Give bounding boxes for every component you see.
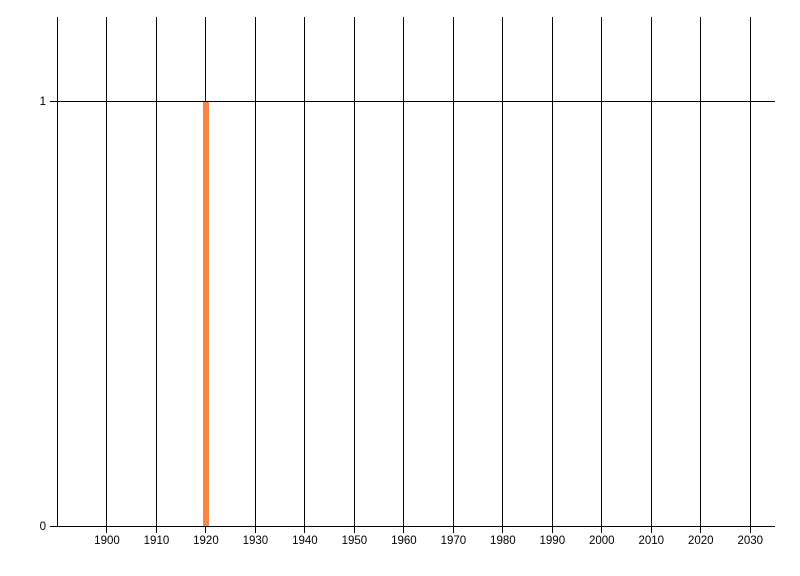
x-gridline bbox=[452, 17, 454, 527]
x-gridline bbox=[601, 17, 603, 527]
x-tick-label: 1990 bbox=[539, 534, 566, 547]
x-tick-label: 1970 bbox=[440, 534, 467, 547]
x-gridline bbox=[502, 17, 504, 527]
y-tick-label: 0 bbox=[39, 520, 46, 533]
x-tick-mark bbox=[155, 526, 157, 533]
x-tick-mark bbox=[502, 526, 504, 533]
x-gridline bbox=[700, 17, 702, 527]
x-tick-mark bbox=[700, 526, 702, 533]
x-gridline bbox=[254, 17, 256, 527]
x-tick-mark bbox=[601, 526, 603, 533]
x-tick-mark bbox=[353, 526, 355, 533]
x-tick-label: 2030 bbox=[737, 534, 764, 547]
x-tick-mark bbox=[254, 526, 256, 533]
data-bar bbox=[202, 101, 209, 527]
x-tick-label: 1960 bbox=[391, 534, 417, 547]
x-tick-mark bbox=[403, 526, 405, 533]
x-gridline bbox=[403, 17, 405, 527]
x-axis-line bbox=[49, 526, 775, 527]
x-tick-label: 2010 bbox=[638, 534, 665, 547]
x-tick-label: 1910 bbox=[143, 534, 170, 547]
x-tick-mark bbox=[749, 526, 751, 533]
x-tick-label: 1980 bbox=[490, 534, 516, 547]
x-gridline bbox=[353, 17, 355, 527]
x-gridline bbox=[106, 17, 108, 527]
x-tick-label: 1930 bbox=[242, 534, 269, 547]
x-tick-label: 1920 bbox=[193, 534, 219, 547]
x-tick-label: 1900 bbox=[94, 534, 120, 547]
x-tick-label: 1940 bbox=[292, 534, 318, 547]
x-tick-mark bbox=[304, 526, 306, 533]
x-tick-label: 2000 bbox=[589, 534, 615, 547]
x-tick-label: 2020 bbox=[687, 534, 714, 547]
x-gridline bbox=[155, 17, 157, 527]
x-tick-mark bbox=[650, 526, 652, 533]
x-gridline bbox=[304, 17, 306, 527]
x-tick-mark bbox=[551, 526, 553, 533]
plot-left-border bbox=[57, 17, 58, 527]
x-gridline bbox=[749, 17, 751, 527]
x-tick-mark bbox=[452, 526, 454, 533]
x-gridline bbox=[650, 17, 652, 527]
x-tick-mark bbox=[205, 526, 207, 533]
x-gridline bbox=[551, 17, 553, 527]
x-tick-mark bbox=[106, 526, 108, 533]
x-tick-label: 1950 bbox=[341, 534, 368, 547]
y-tick-label: 1 bbox=[39, 95, 46, 108]
y-gridline bbox=[49, 101, 775, 103]
